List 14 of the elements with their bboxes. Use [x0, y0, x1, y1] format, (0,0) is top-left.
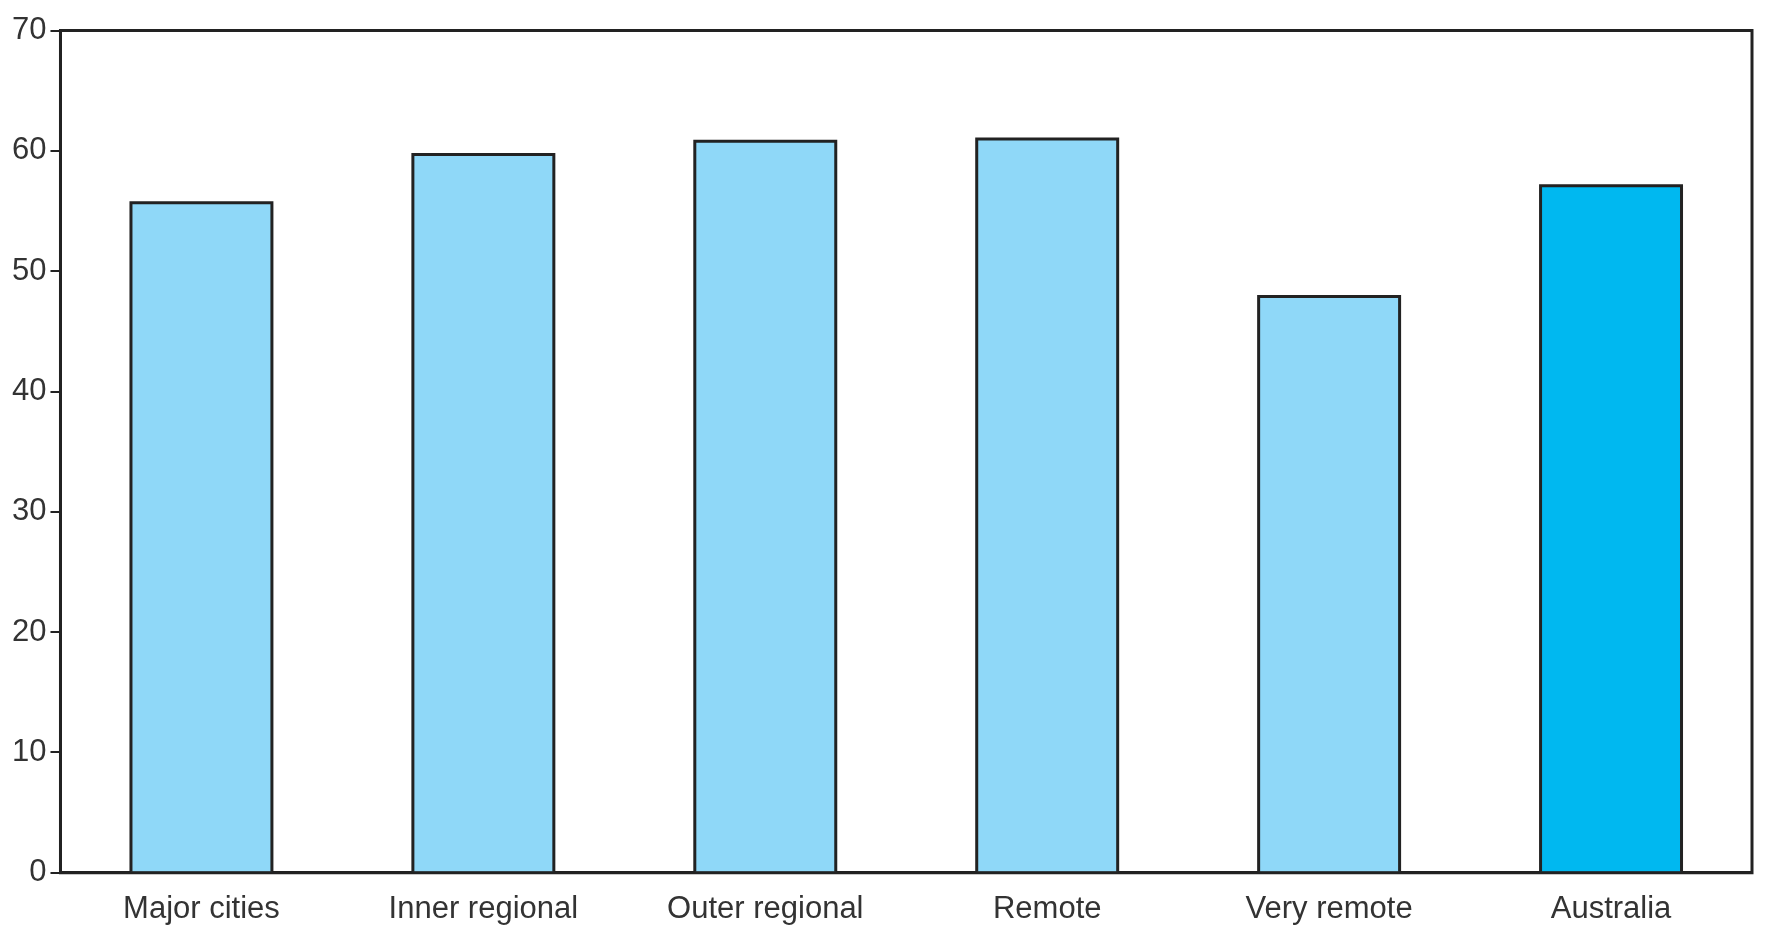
x-tick-label: Australia — [1550, 889, 1673, 925]
y-tick-label: 0 — [29, 853, 47, 889]
x-tick-label: Very remote — [1245, 889, 1413, 925]
x-tick-label: Inner regional — [388, 889, 579, 925]
y-tick-label: 50 — [12, 251, 47, 287]
y-tick-label: 70 — [12, 11, 47, 47]
y-tick-label: 30 — [12, 492, 47, 528]
y-tick-label: 60 — [12, 131, 47, 167]
x-tick-label: Remote — [992, 889, 1102, 925]
y-tick-label: 20 — [12, 612, 47, 648]
y-tick-label: 10 — [12, 733, 47, 769]
x-tick-label: Major cities — [123, 889, 280, 925]
x-tick-label: Outer regional — [667, 889, 864, 925]
y-tick-label: 40 — [12, 372, 47, 408]
